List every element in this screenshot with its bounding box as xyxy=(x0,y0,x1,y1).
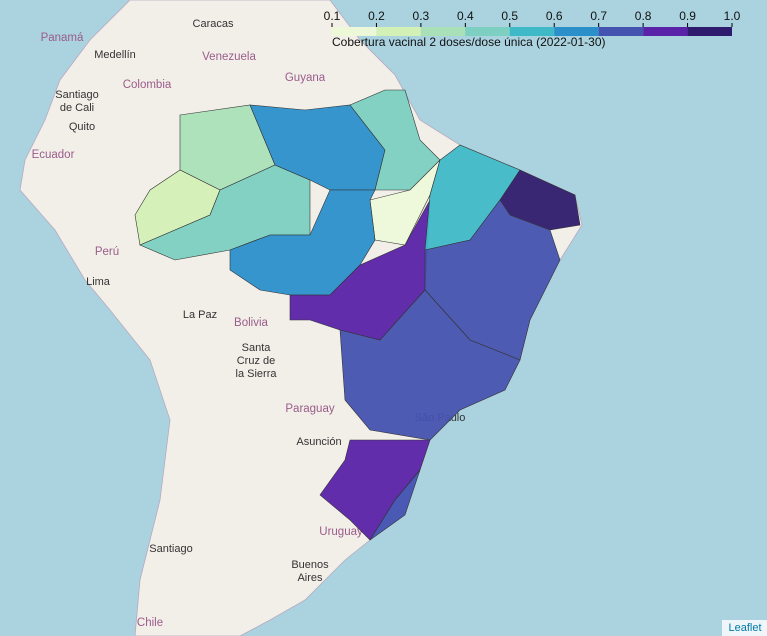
legend-swatch xyxy=(687,27,732,36)
place-label: Paraguay xyxy=(285,403,334,415)
attribution[interactable]: Leaflet xyxy=(728,622,761,634)
legend-tick-label: 0.9 xyxy=(679,9,696,23)
place-label: Buenos xyxy=(291,559,329,571)
legend-swatch xyxy=(509,27,555,36)
region xyxy=(229,189,376,296)
place-label: Uruguay xyxy=(319,526,363,538)
legend-swatch xyxy=(420,27,466,36)
place-label: Asunción xyxy=(296,436,341,448)
legend-tick-label: 0.6 xyxy=(546,9,563,23)
place-label: Venezuela xyxy=(202,51,256,63)
legend-swatch xyxy=(643,27,688,36)
legend-tick-label: 1.0 xyxy=(724,9,741,23)
legend-swatch xyxy=(332,27,377,36)
legend-tick-label: 0.7 xyxy=(590,9,607,23)
region xyxy=(369,469,421,541)
place-label: Lima xyxy=(86,276,111,288)
region xyxy=(349,89,441,191)
legend-tick-label: 0.5 xyxy=(501,9,518,23)
legend-swatch xyxy=(554,27,599,36)
legend-tick-label: 0.8 xyxy=(635,9,652,23)
legend-tick-label: 0.2 xyxy=(368,9,385,23)
place-label: Chile xyxy=(137,617,163,629)
region xyxy=(339,289,521,441)
place-label: Santa xyxy=(242,342,272,354)
place-label: Santiago xyxy=(55,89,98,101)
place-label: Santiago xyxy=(149,543,192,555)
attribution-box xyxy=(722,620,767,636)
place-label: Medellín xyxy=(94,49,136,61)
legend-tick-label: 0.1 xyxy=(324,9,341,23)
legend-swatch xyxy=(465,27,510,36)
place-label: Cruz de xyxy=(237,355,276,367)
place-label: Guyana xyxy=(285,72,326,84)
place-label: Colombia xyxy=(123,79,172,91)
legend-caption: Cobertura vacinal 2 doses/dose única (20… xyxy=(332,35,606,49)
place-label: La Paz xyxy=(183,309,217,321)
place-label: Ecuador xyxy=(32,149,75,161)
legend-swatch xyxy=(598,27,644,36)
place-label: Bolivia xyxy=(234,317,268,329)
place-label: de Cali xyxy=(60,102,94,114)
legend: 0.1 0.2 0.3 0.4 0.5 0.6 0.7 0.8 0.9 1.0 Cobertura … xyxy=(324,9,741,49)
legend-tick-label: 0.3 xyxy=(413,9,430,23)
place-label: Caracas xyxy=(193,18,234,30)
place-label: Perú xyxy=(95,246,119,258)
place-label: la Sierra xyxy=(236,368,278,380)
legend-swatch xyxy=(376,27,421,36)
legend-tick-label: 0.4 xyxy=(457,9,474,23)
regions xyxy=(134,89,581,541)
place-label: Quito xyxy=(69,121,95,133)
place-label: Panamá xyxy=(41,32,84,44)
place-label: Aires xyxy=(297,572,323,584)
